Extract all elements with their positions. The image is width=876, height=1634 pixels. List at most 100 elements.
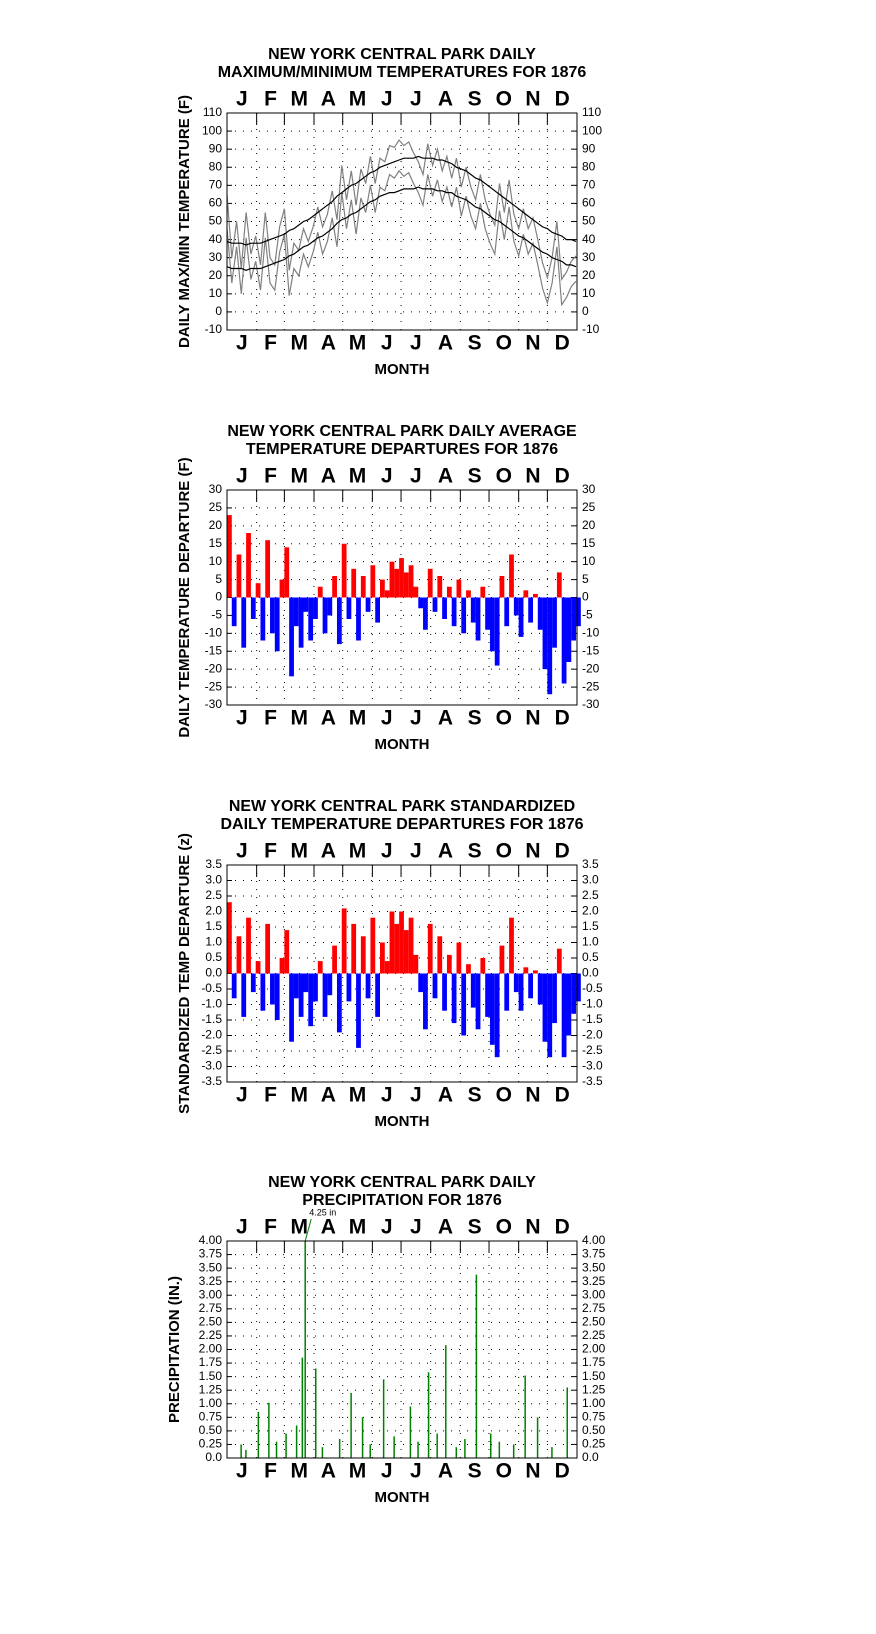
bar <box>279 958 285 974</box>
bar <box>485 597 490 630</box>
bar <box>384 961 390 974</box>
month-label: M <box>349 1216 367 1239</box>
bar <box>504 973 510 1011</box>
y-tick-label: 1.50 <box>199 1369 223 1383</box>
month-label: M <box>349 465 367 488</box>
bar <box>289 597 294 677</box>
month-label: O <box>496 465 512 488</box>
month-label: N <box>525 1216 540 1239</box>
bar <box>245 1449 247 1458</box>
bar <box>409 1406 412 1458</box>
month-label: J <box>381 1216 393 1239</box>
bar <box>356 973 361 1048</box>
month-label: M <box>290 1216 308 1239</box>
bar <box>518 597 524 637</box>
y-tick-label-right: -10 <box>582 626 600 640</box>
y-tick-label: -10 <box>205 322 223 336</box>
bar <box>313 597 318 619</box>
month-label: M <box>349 88 367 111</box>
bar <box>499 576 505 598</box>
month-label: A <box>321 332 336 355</box>
bar <box>361 1417 364 1458</box>
y-tick-label-right: 30 <box>582 250 596 264</box>
month-label: O <box>496 1460 512 1483</box>
bar <box>365 597 371 612</box>
y-tick-label-right: -10 <box>582 322 600 336</box>
y-tick-label-right: 60 <box>582 196 596 210</box>
y-tick-label: 10 <box>209 286 223 300</box>
month-label: D <box>555 88 570 111</box>
bar <box>351 568 357 598</box>
month-label: A <box>438 707 453 730</box>
month-label: S <box>468 840 482 863</box>
bar <box>255 583 261 598</box>
y-tick-label-right: 0.5 <box>582 950 599 964</box>
y-tick-label: 20 <box>209 518 223 532</box>
bar <box>408 565 414 598</box>
month-label: S <box>468 707 482 730</box>
month-label: J <box>410 707 422 730</box>
bar <box>360 576 366 598</box>
bar <box>360 936 366 974</box>
month-label: M <box>349 332 367 355</box>
month-label: F <box>264 1460 277 1483</box>
y-tick-label-right: 1.0 <box>582 935 599 949</box>
bar <box>427 923 433 974</box>
y-tick-label: -2.5 <box>201 1043 222 1057</box>
month-label: J <box>381 465 393 488</box>
bar <box>303 973 309 993</box>
month-label: J <box>236 332 248 355</box>
y-tick-label-right: 1.75 <box>582 1355 606 1369</box>
month-label: J <box>410 332 422 355</box>
y-tick-label-right: 110 <box>582 105 601 119</box>
bar <box>475 1274 478 1458</box>
bar <box>437 936 443 974</box>
y-tick-label: 10 <box>209 554 223 568</box>
bar <box>524 1375 526 1458</box>
bar <box>537 973 543 1005</box>
y-tick-label-right: 20 <box>582 518 596 532</box>
bar <box>466 964 471 974</box>
month-label: S <box>468 88 482 111</box>
bar <box>504 597 510 627</box>
month-label: A <box>321 707 336 730</box>
month-label: A <box>438 332 453 355</box>
bar <box>341 908 347 974</box>
y-tick-label-right: 3.0 <box>582 873 599 887</box>
bar <box>566 1387 568 1458</box>
month-label: F <box>264 1216 277 1239</box>
bar <box>417 1441 419 1458</box>
bar <box>542 973 548 1042</box>
bar <box>260 597 266 641</box>
y-tick-label: 20 <box>209 268 223 282</box>
bar <box>489 597 495 652</box>
month-label: J <box>381 88 393 111</box>
y-tick-label: -0.5 <box>201 981 222 995</box>
bar <box>552 597 557 648</box>
bar <box>303 597 309 612</box>
bar <box>518 973 524 1011</box>
series-line <box>226 155 577 246</box>
month-label: A <box>321 840 336 863</box>
bar <box>246 917 251 974</box>
chart-title: PRECIPITATION FOR 1876 <box>302 1192 502 1209</box>
bar <box>494 597 500 666</box>
bar <box>533 970 538 974</box>
bar <box>432 597 438 612</box>
y-tick-label: 0.0 <box>205 1450 222 1464</box>
y-tick-label-right: 40 <box>582 232 596 246</box>
y-tick-label-right: -2.0 <box>582 1028 603 1042</box>
bar <box>561 597 567 684</box>
y-tick-label-right: -3.0 <box>582 1059 603 1073</box>
month-label: A <box>438 840 453 863</box>
y-tick-label: 0.25 <box>199 1437 223 1451</box>
bar <box>293 597 299 627</box>
y-tick-label: -10 <box>205 626 223 640</box>
bar <box>301 1357 304 1458</box>
y-tick-label-right: 50 <box>582 214 596 228</box>
bar <box>336 973 342 1033</box>
y-tick-label-right: 2.0 <box>582 904 599 918</box>
bar <box>551 1447 553 1458</box>
bar <box>346 973 352 1002</box>
y-tick-label-right: 4.00 <box>582 1233 606 1247</box>
